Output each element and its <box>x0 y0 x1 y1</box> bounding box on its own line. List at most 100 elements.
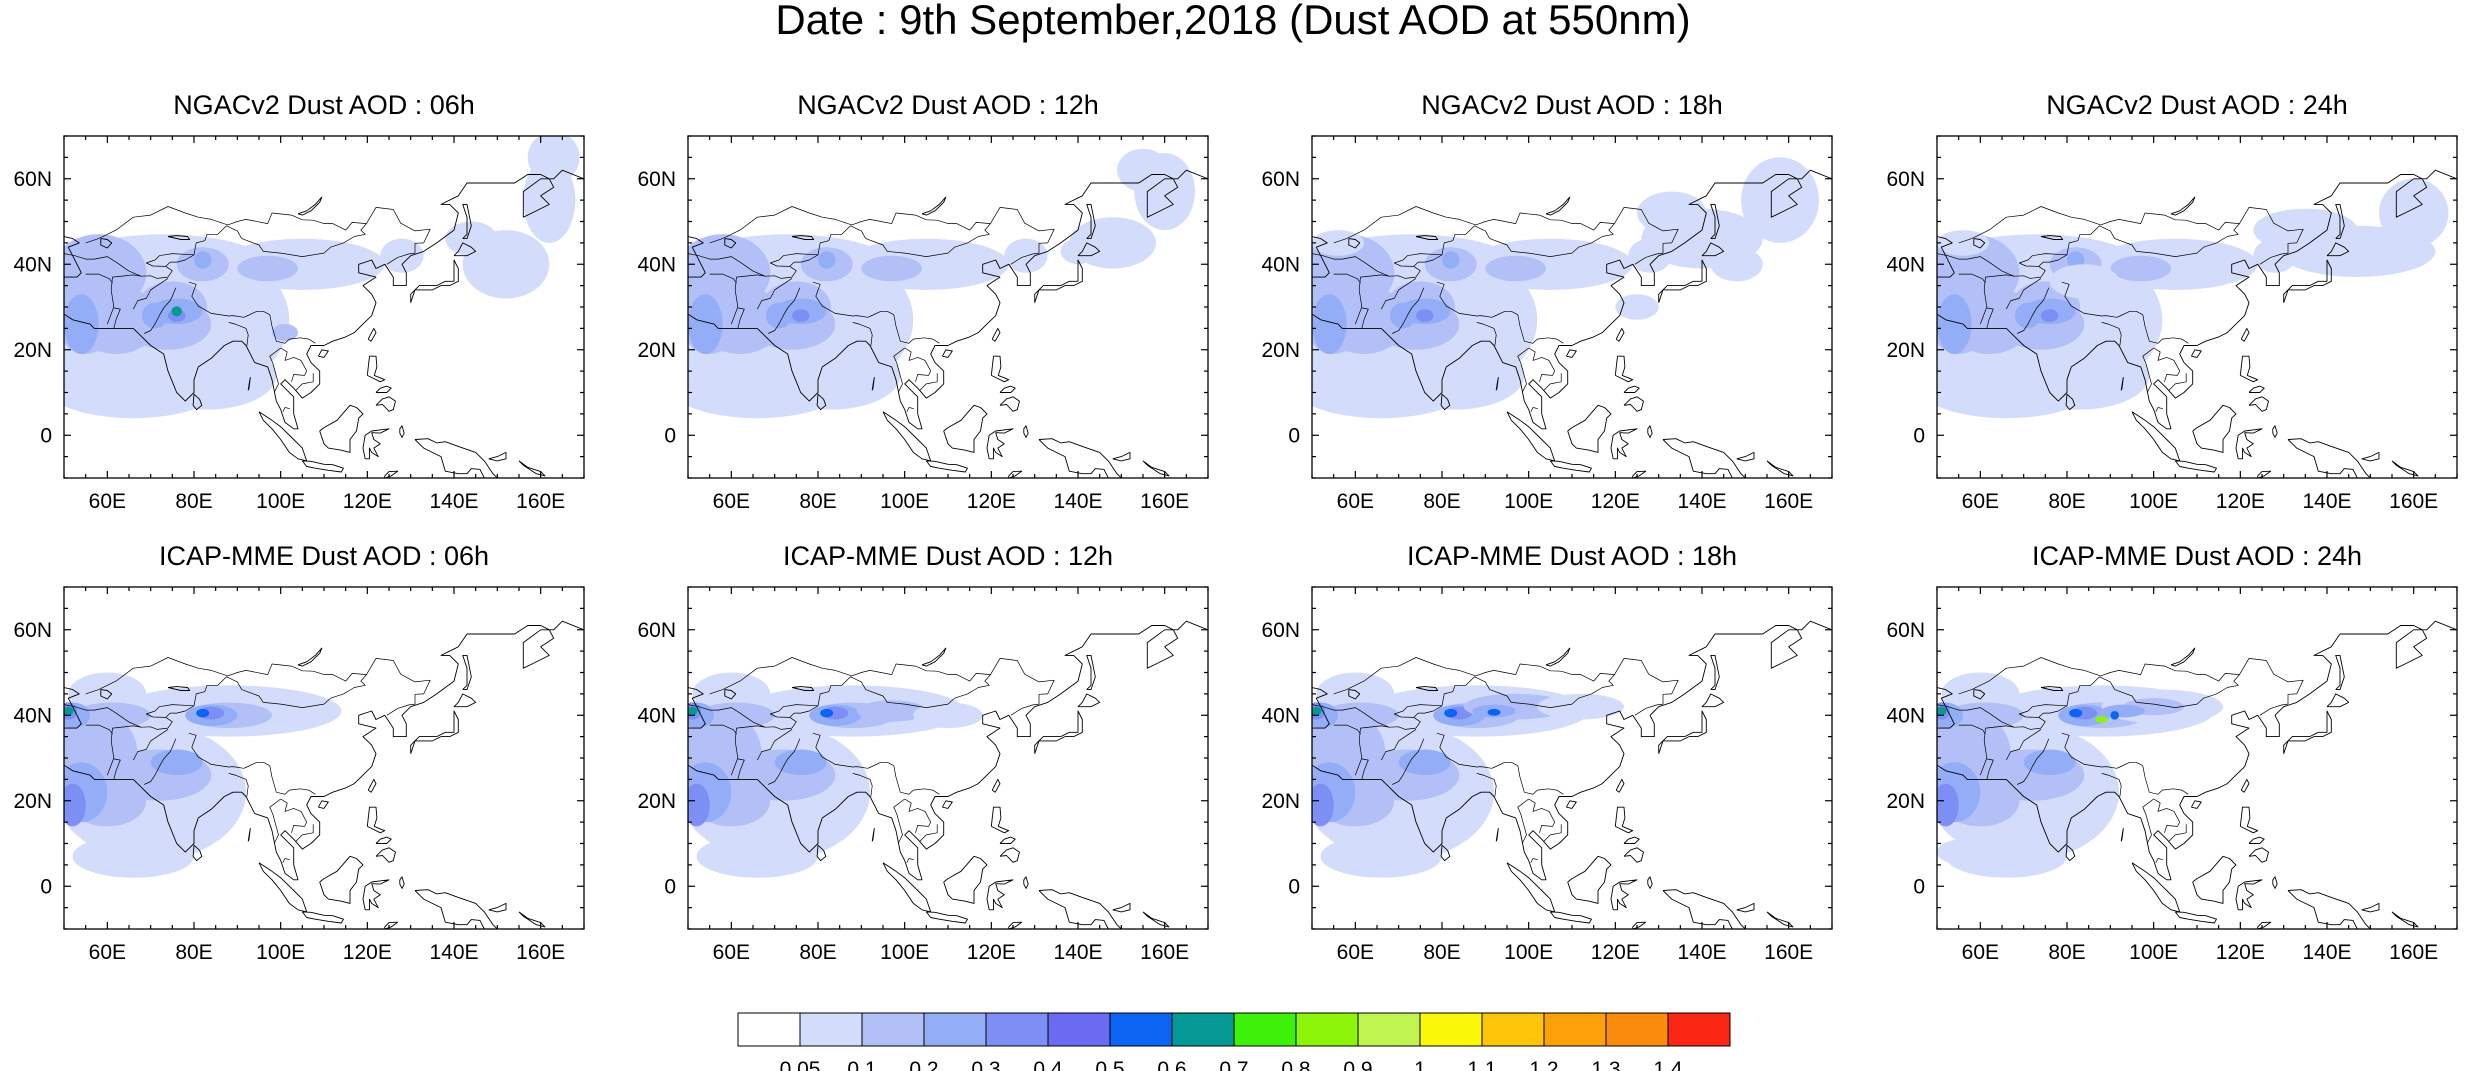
country-border <box>282 858 290 863</box>
country-border <box>64 253 142 277</box>
dust-aod-blob <box>171 306 182 317</box>
coastline-newguinea <box>1662 438 1746 478</box>
country-border <box>1528 347 1556 382</box>
coastline-newguinea <box>1038 438 1122 478</box>
lat-tick-label: 20N <box>637 339 676 362</box>
dust-field <box>64 672 342 878</box>
lat-tick-label: 20N <box>13 339 52 362</box>
coastline-luzon <box>2239 355 2259 383</box>
country-border <box>2168 824 2187 842</box>
colorbar-label: 0.4 <box>1033 1058 1063 1071</box>
coastline-balkhash <box>2040 235 2064 240</box>
country-border <box>85 657 228 695</box>
lon-tick-label: 140E <box>2302 490 2351 513</box>
country-border <box>1476 322 1497 346</box>
dust-aod-blob <box>1637 191 1707 235</box>
coastline-newbritain <box>1112 902 1131 913</box>
lon-tick-label: 140E <box>429 490 478 513</box>
country-border <box>906 858 914 863</box>
lon-tick-label: 60E <box>1962 490 1999 513</box>
coastline-mindanao <box>999 847 1020 863</box>
map-plot: 60E 80E 100E 120E 140E 160E 0 20N 40N 60N <box>1261 135 1833 513</box>
coastline-visayas <box>375 836 392 844</box>
coastline-hokkaido <box>453 693 477 708</box>
coastline-newguinea <box>1038 889 1122 929</box>
country-border <box>188 281 270 318</box>
dust-aod-blob <box>774 749 827 776</box>
country-border <box>1312 253 1390 277</box>
country-border <box>269 314 316 344</box>
country-border <box>1937 704 2015 728</box>
country-border <box>990 658 1055 716</box>
lon-tick-label: 140E <box>1053 941 1102 964</box>
dust-aod-blob <box>1416 309 1434 322</box>
coastline-sulawesi <box>362 879 390 911</box>
coastline-java <box>2174 911 2217 924</box>
coastline-caspian <box>64 687 82 729</box>
coastline-taiwan <box>991 778 1001 793</box>
tick-marks <box>1311 135 1833 479</box>
map-panel: ICAP-MME Dust AOD : 12h 60E 80E 100E 120E 140… <box>637 541 1209 964</box>
coastline-andaman <box>871 377 875 391</box>
dust-aod-blob <box>64 294 99 354</box>
lat-tick-label: 20N <box>637 790 676 813</box>
coastline-sulawesi <box>986 879 1014 911</box>
country-border <box>64 704 142 728</box>
country-border <box>1333 273 1361 284</box>
dust-aod-blob <box>688 294 723 354</box>
lon-tick-label: 80E <box>175 490 212 513</box>
coastline-hokkaido <box>1701 242 1725 257</box>
lat-tick-label: 0 <box>40 875 52 898</box>
panel-title: ICAP-MME Dust AOD : 24h <box>2031 541 2363 571</box>
lon-tick-label: 120E <box>343 490 392 513</box>
coastline-borneo <box>943 855 988 904</box>
lat-tick-label: 40N <box>637 704 676 727</box>
country-border <box>2239 207 2304 265</box>
country-border <box>2153 798 2181 833</box>
panel-title: NGACv2 Dust AOD : 12h <box>797 90 1099 120</box>
coastline-newbritain <box>1112 451 1131 462</box>
panel-title: NGACv2 Dust AOD : 18h <box>1421 90 1723 120</box>
map-panel: NGACv2 Dust AOD : 18h 60E 80E 100E 120E 140E 1… <box>1261 90 1833 513</box>
coastline-mainland <box>688 587 1208 881</box>
coastline-hokkaido <box>1077 242 1101 257</box>
dust-aod-blob <box>1710 247 1763 282</box>
country-border <box>709 657 852 695</box>
coastline-hokkaido <box>1701 693 1725 708</box>
coastline-baikal <box>2170 196 2196 216</box>
lon-tick-label: 80E <box>2048 490 2085 513</box>
coastline-balkhash <box>167 235 191 240</box>
lon-tick-label: 120E <box>967 941 1016 964</box>
lat-tick-label: 40N <box>1886 253 1925 276</box>
lat-tick-label: 0 <box>1913 875 1925 898</box>
coastline-hokkaido <box>2326 242 2350 257</box>
coastline-sakhalin <box>1086 654 1096 691</box>
country-border <box>1530 858 1538 863</box>
coastline-andaman <box>247 828 251 842</box>
coastline-baikal <box>921 647 947 667</box>
lat-tick-label: 60N <box>1886 168 1925 191</box>
coastline-taiwan <box>367 327 377 342</box>
coastline-newbritain <box>488 451 507 462</box>
coastline-mainland <box>64 136 584 430</box>
lat-tick-label: 60N <box>13 168 52 191</box>
coastline-halmahera <box>2272 425 2278 438</box>
dust-aod-blob <box>1442 251 1460 269</box>
coastline-andaman <box>1495 377 1499 391</box>
country-border <box>85 273 113 284</box>
coastlines <box>1937 136 2457 478</box>
coastline-newbritain <box>2361 451 2380 462</box>
coastline-mainland <box>688 136 1208 430</box>
dust-aod-blob <box>818 251 836 269</box>
coastline-luzon <box>990 806 1010 834</box>
lon-tick-label: 160E <box>1140 490 1189 513</box>
coastline-hainan <box>2191 800 2202 809</box>
colorbar-swatch <box>1357 1012 1421 1047</box>
country-border <box>145 253 195 267</box>
main-title: Date : 9th September,2018 (Dust AOD at 5… <box>775 0 1691 43</box>
coastlines <box>688 587 1208 929</box>
tick-marks <box>1311 586 1833 930</box>
lon-tick-label: 80E <box>799 941 836 964</box>
dust-aod-blob <box>688 783 710 827</box>
coastline-sulawesi <box>1610 879 1638 911</box>
